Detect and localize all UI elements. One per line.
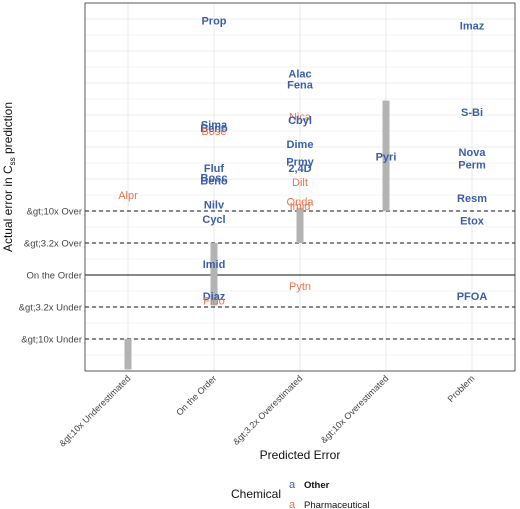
y-tick-label: &gt;10x Under	[21, 335, 82, 346]
point-label: Imid	[290, 201, 311, 213]
point-label: Cbyl	[288, 115, 312, 127]
point-label: Prop	[201, 16, 226, 28]
y-axis-title-main: Actual error in C	[1, 165, 15, 252]
point-label: Perm	[458, 160, 486, 172]
x-tick-label: &gt;3.2x Overestimated	[231, 373, 305, 447]
point-label: Fluo	[203, 296, 224, 308]
point-label: Nova	[459, 147, 487, 159]
y-axis-title-subscript: ss	[8, 157, 17, 165]
legend-entry-label: Pharmaceutical	[304, 500, 369, 509]
range-bar	[296, 207, 304, 243]
point-label: Beno	[200, 123, 228, 135]
legend-title: Chemical	[231, 487, 281, 501]
point-label: Alpr	[118, 190, 138, 202]
range-bar	[382, 100, 390, 211]
y-tick-label: &gt;3.2x Under	[19, 303, 82, 314]
y-tick-labels: &gt;10x Over&gt;3.2x Over On the Order&gt…	[19, 207, 82, 346]
reference-lines	[85, 210, 515, 340]
x-tick-label: &gt;10x Underestimated	[57, 373, 132, 448]
point-label: Resm	[457, 193, 487, 205]
point-label: Fena	[287, 80, 314, 92]
point-label: Bosc	[201, 172, 228, 184]
point-label: Alac	[288, 68, 311, 80]
point-label: 2,4D	[288, 163, 311, 175]
point-label: Dilt	[292, 177, 308, 189]
y-axis-title-tail: prediction	[1, 102, 15, 157]
point-label: Pytn	[289, 281, 311, 293]
range-bar	[124, 339, 132, 370]
point-label: Imid	[203, 259, 226, 271]
point-label: Prmy	[286, 156, 314, 168]
range-bar	[210, 243, 218, 306]
point-label: Nica	[289, 112, 312, 124]
point-label: Dime	[287, 139, 314, 151]
point-labels: PropSimaBenoBoseFlufBoscBenoNilvCyclImid…	[118, 16, 487, 308]
x-axis-title: Predicted Error	[260, 448, 341, 462]
point-label: Etox	[460, 216, 485, 228]
point-label: Pyri	[376, 152, 397, 164]
point-label: Beno	[200, 176, 228, 188]
point-label: Fluf	[204, 163, 224, 175]
x-tick-labels: &gt;10x Underestimated On the Order &gt;3.…	[57, 373, 476, 448]
x-tick-label: &gt;10x Overestimated	[319, 373, 391, 445]
y-tick-label: &gt;10x Over	[27, 207, 82, 218]
x-tick-label: On the Order	[174, 373, 218, 417]
range-bars	[124, 100, 390, 370]
x-tick-label: Problem	[446, 373, 477, 404]
point-label: Imaz	[460, 20, 485, 32]
y-tick-label: On the Order	[27, 271, 82, 282]
point-label: Onda	[287, 196, 315, 208]
point-label: Bose	[201, 126, 226, 138]
point-label: S-Bi	[461, 107, 483, 119]
point-label: Nilv	[204, 200, 225, 212]
panel-border	[84, 2, 516, 372]
point-label: Cycl	[202, 214, 225, 226]
y-axis-title: Actual error in Css prediction	[1, 102, 17, 252]
point-label: PFOA	[457, 291, 488, 303]
legend-key-glyph: a	[289, 499, 296, 509]
legend-entry-label: Other	[304, 480, 330, 491]
y-tick-label: &gt;3.2x Over	[24, 239, 82, 250]
point-label: Sima	[201, 120, 228, 132]
point-label: Diaz	[203, 291, 226, 303]
legend-key-glyph: a	[289, 479, 296, 491]
